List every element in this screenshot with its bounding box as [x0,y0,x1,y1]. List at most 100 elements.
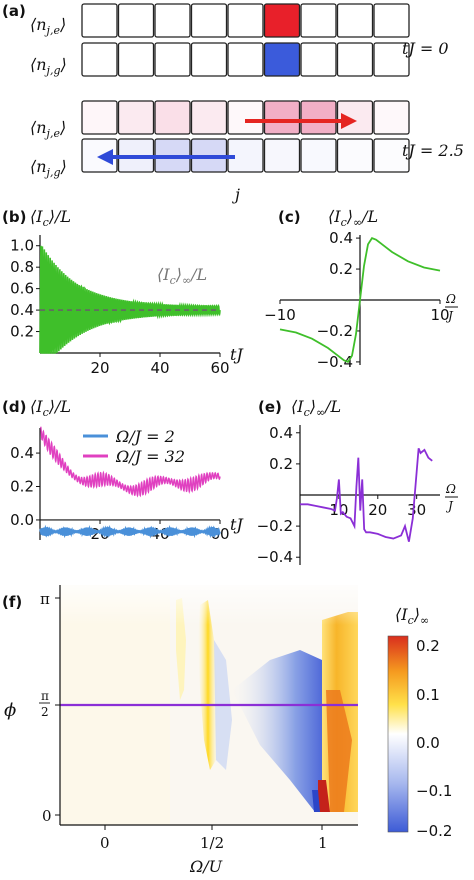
xtick-0: 0 [100,834,110,852]
panel-d: (d) ⟨Ic⟩/L 0.00.20.420 40 60 tJ Ω/J = 2 Ω/… [2,397,244,543]
grid-t0-ground-cell [227,42,264,77]
time-label-t25: tJ = 2.5 [402,141,464,160]
xtick-half: 1/2 [200,834,224,852]
chart-c-ytick-label: 0.2 [329,260,353,278]
panel-e-title: ⟨Ic⟩∞/L [291,397,341,419]
legend-label-omega-32: Ω/J = 32 [115,447,185,466]
panel-label-f: (f) [2,593,22,611]
panel-b-title: ⟨Ic⟩/L [30,207,71,229]
chart-b-ytick-label: 0.6 [10,280,34,298]
svg-text:J: J [445,499,454,513]
panel-label-d: (d) [2,398,26,416]
grid-t0-excited-cell [227,3,264,38]
chart-c-ytick-label: 0.4 [329,229,353,247]
chart-e-xtick-label: 20 [368,501,387,519]
chart-b-ytick-label: 0.4 [10,301,34,319]
legend-label-omega-2: Ω/J = 2 [115,427,175,446]
chart-e: −0.4−0.20.20.410 20 30 [257,424,440,566]
svg-text:π: π [41,689,49,703]
grid-t0-ground-cell [81,42,118,77]
grid-t25-excited-cell [81,100,118,135]
grid-t0-ground-cell [300,42,337,77]
chart-e-ytick-label: 0.2 [269,455,293,473]
chart-e-ytick-label: −0.2 [257,517,293,535]
grid-t25-ground-cell [263,138,301,173]
grid-t25-ground-cell [336,138,374,173]
chart-b-xtick-label: 40 [150,359,169,377]
ytick-half-pi: π 2 [39,689,50,719]
grid-t0-ground-cell [117,42,155,77]
panel-label-e: (e) [258,398,282,416]
chart-d: 0.00.20.420 40 60 [10,426,230,543]
grid-t0-excited-cell [154,3,191,38]
grid-t0-excited-cell [336,3,374,38]
row-label-ne-t0: ⟨nj,e⟩ [30,15,66,37]
occupation-grids [81,3,410,173]
chart-b-ytick-label: 1.0 [10,237,34,255]
chart-d-xlabel: tJ [230,515,244,534]
svg-text:J: J [445,309,454,323]
colorbar-tick-4: −0.2 [416,822,452,840]
chart-c-xtick-label: −10 [264,306,296,324]
chart-d-legend: Ω/J = 2 Ω/J = 32 [83,427,185,466]
negative-current-wedge [232,650,322,812]
colorbar: ⟨Ic⟩∞ 0.2 0.1 0.0 −0.1 −0.2 [387,605,452,840]
colorbar-label: ⟨Ic⟩∞ [395,605,429,627]
grid-t25-ground-cell [300,138,337,173]
time-label-t0: tJ = 0 [402,39,449,58]
chart-b-annotation: ⟨Ic⟩∞/L [157,265,207,287]
chart-d-ytick-label: 0.4 [10,444,34,462]
panel-a: (a) ⟨nj,e⟩ ⟨nj,g⟩ ⟨nj,e⟩ ⟨nj,g⟩ tJ = 0 t… [2,2,464,204]
chart-e-xtick-label: 30 [407,501,426,519]
grid-t0-ground-cell [336,42,374,77]
chart-d-ytick-label: 0.2 [10,478,34,496]
colorbar-gradient [387,635,409,833]
grid-t0-ground-cell [373,42,410,77]
chart-e-ytick-label: 0.4 [269,424,293,442]
chart-b: 0.2 0.4 0.6 0.8 1.0 20 40 60 [10,235,230,377]
chart-b-xtick-label: 60 [210,359,229,377]
panel-f: (f) π [2,585,452,876]
heatmap-xlabel: Ω/U [189,857,223,876]
heatmap-xticks: 0 1/2 1 Ω/U [100,825,328,876]
chart-b-series-line [39,245,221,354]
heatmap [59,585,358,826]
svg-text:Ω: Ω [445,482,456,496]
grid-t25-excited-cell [154,100,191,135]
grid-t25-excited-cell [117,100,155,135]
grid-t25-excited-cell [227,100,264,135]
site-index-label: j [232,185,240,204]
chart-b-ytick-label: 0.2 [10,323,34,341]
grid-t0-excited-cell [263,3,301,38]
grid-t0-excited-cell [190,3,228,38]
panel-label-c: (c) [278,208,301,226]
heatmap-ylabel: ϕ [4,700,16,721]
grid-t0-excited-cell [117,3,155,38]
chart-d-ytick-label: 0.0 [10,511,34,529]
half-resonance-ridge [198,600,218,770]
panel-c-title: ⟨Ic⟩∞/L [328,207,378,229]
grid-t0-excited-cell [300,3,337,38]
grid-t25-excited-cell [190,100,228,135]
chart-b-xlabel: tJ [230,345,244,364]
row-label-ng-t0: ⟨nj,g⟩ [30,55,67,77]
grid-t25-ground-cell [373,138,410,173]
grid-t0-ground-cell [190,42,228,77]
svg-text:2: 2 [41,705,49,719]
ytick-0: 0 [42,807,52,825]
panel-label-a: (a) [2,2,26,20]
chart-b-xtick-label: 20 [90,359,109,377]
panel-b: (b) ⟨Ic⟩/L 0.2 0.4 0.6 0.8 1.0 20 40 60 tJ ⟨Ic⟩… [2,207,244,377]
grid-t25-excited-cell [300,100,337,135]
chart-c-xlabel: Ω J [445,292,458,323]
ytick-pi: π [40,590,50,608]
panel-label-b: (b) [2,208,26,226]
chart-b-ytick-label: 0.8 [10,258,34,276]
panel-d-title: ⟨Ic⟩/L [30,397,71,419]
svg-text:Ω: Ω [445,292,456,306]
chart-c-ytick-label: −0.4 [317,353,353,371]
chart-c: −0.4 −0.2 0.2 0.4 −10 10 [264,229,449,371]
left-moving-arrow [97,149,235,165]
grid-t25-excited-cell [263,100,301,135]
